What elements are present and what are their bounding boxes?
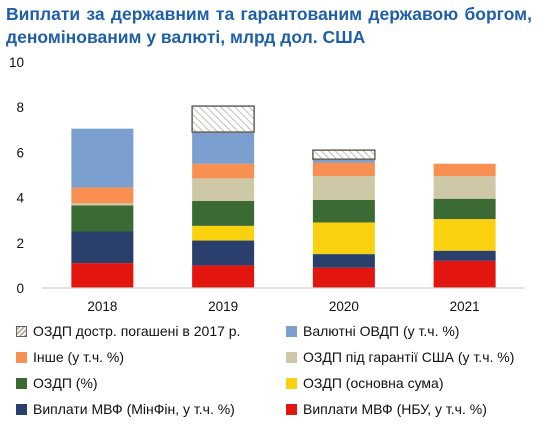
legend-label: ОЗДП (%) (33, 375, 98, 391)
y-tick-label: 10 (9, 55, 24, 70)
bar-segment (71, 205, 134, 232)
bar-segment (71, 128, 134, 188)
bar-segment (192, 225, 255, 241)
legend-item: ОЗДП (основна сума) (286, 374, 444, 392)
bar-segment (433, 260, 496, 288)
bar-segment (192, 200, 255, 226)
legend-swatch (16, 377, 27, 389)
x-tick-label: 2021 (450, 299, 480, 314)
bar-segment (192, 240, 255, 266)
bar-segment (312, 199, 375, 223)
legend-label: ОЗДП достр. погашені в 2017 р. (33, 323, 241, 339)
legend-swatch (286, 325, 297, 337)
bar-segment (312, 162, 375, 177)
bar-segment (192, 132, 255, 164)
bar-segment (312, 254, 375, 268)
legend-item: Виплати МВФ (МінФін, у т.ч. %) (16, 400, 235, 418)
legend-swatch (286, 403, 297, 415)
y-tick-label: 6 (16, 145, 24, 160)
legend-swatch (286, 351, 297, 363)
legend-label: Виплати МВФ (НБУ, у т.ч. %) (303, 401, 487, 417)
stacked-bar-chart: 0 2 4 6 8 10 2018 2019 2020 2021 (9, 55, 525, 314)
bar-segment (433, 176, 496, 199)
legend-label: ОЗДП під гарантії США (у т.ч. %) (303, 349, 515, 365)
bar-segment (71, 231, 134, 264)
y-tick-label: 2 (16, 236, 24, 251)
legend-item: ОЗДП достр. погашені в 2017 р. (16, 322, 240, 340)
bar-segment (312, 222, 375, 255)
legend-item: Інше (у т.ч. %) (16, 348, 124, 366)
bar-segment (312, 267, 375, 288)
bar-segment (312, 176, 375, 200)
legend-label: Валютні ОВДП (у т.ч. %) (303, 323, 460, 339)
bar-segment (192, 163, 255, 179)
x-tick-label: 2020 (329, 299, 359, 314)
x-tick-label: 2018 (87, 299, 117, 314)
bar-segment (312, 149, 376, 160)
x-tick-label: 2019 (208, 299, 238, 314)
bar-segment (192, 265, 255, 288)
bar-segment (71, 187, 134, 204)
legend-item: Валютні ОВДП (у т.ч. %) (286, 322, 459, 340)
y-tick-label: 0 (16, 281, 24, 296)
y-tick-label: 8 (16, 100, 24, 115)
bar-segment (433, 198, 496, 220)
bar-segment (433, 219, 496, 251)
legend-swatch (286, 377, 297, 389)
legend-swatch (16, 325, 27, 337)
legend-item: ОЗДП (%) (16, 374, 98, 392)
legend-label: Виплати МВФ (МінФін, у т.ч. %) (33, 401, 235, 417)
legend-swatch (16, 403, 27, 415)
bar-segment (71, 263, 134, 288)
bar-segment (71, 203, 134, 206)
bar-segment (191, 105, 255, 133)
bar-segment (433, 163, 496, 177)
legend-label: Інше (у т.ч. %) (33, 349, 125, 365)
y-tick-label: 4 (16, 191, 24, 206)
legend-label: ОЗДП (основна сума) (303, 375, 444, 391)
bar-segment (192, 178, 255, 201)
chart-title: Виплати за державним та гарантованим дер… (6, 4, 532, 47)
bar-segment (312, 159, 375, 163)
legend-swatch (16, 351, 27, 363)
bar-segment (433, 250, 496, 261)
legend-item: ОЗДП під гарантії США (у т.ч. %) (286, 348, 514, 366)
legend-item: Виплати МВФ (НБУ, у т.ч. %) (286, 400, 487, 418)
